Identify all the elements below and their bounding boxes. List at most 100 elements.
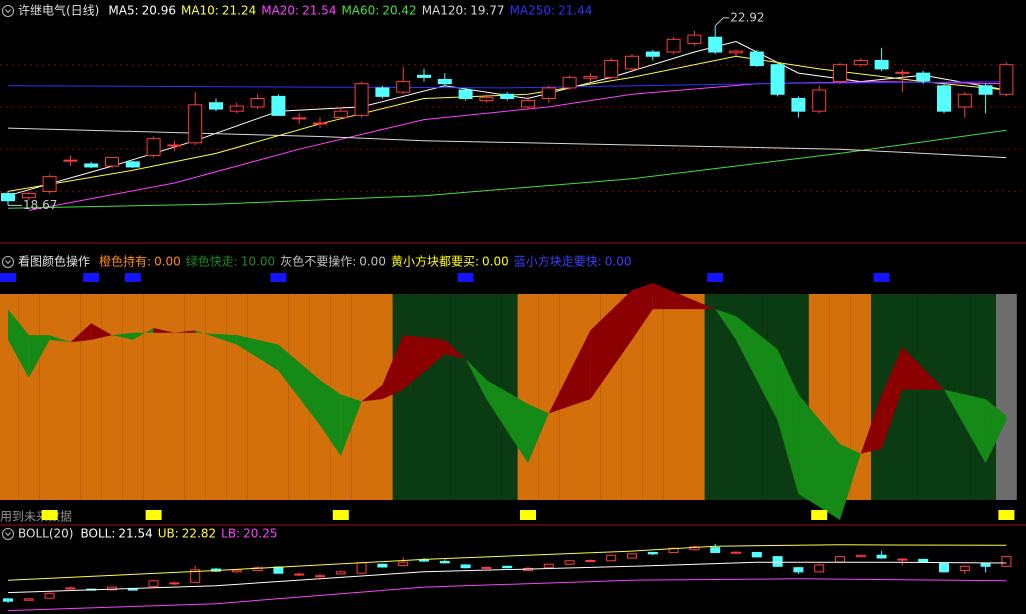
state-block [39,294,60,500]
candle-body [271,95,286,116]
footnote: 用到未来数据 [0,509,72,524]
yellow-square [332,510,349,520]
state-block [642,294,664,500]
legend-label: MA20: [261,4,299,18]
ribbon-segment [91,323,112,340]
state-block [247,294,268,500]
candle-body [333,110,348,119]
candle-body [250,97,265,108]
legend-label: LB: [221,527,240,541]
ribbon-segment [278,344,320,426]
candle-body [835,556,845,563]
legend-value: 20.42 [382,4,416,18]
candle-body [939,563,949,573]
state-block [184,294,206,500]
state-block [143,294,164,500]
ribbon-segment [736,316,778,421]
candle-body [356,562,367,574]
candle-body [190,569,201,583]
legend-label: MA60: [341,4,379,18]
candle-body [167,144,182,147]
candle-body [812,89,827,112]
blue-square [873,273,890,282]
candle-body [980,563,991,567]
candle-body [398,561,409,567]
ribbon-segment [715,309,736,340]
blue-square [707,273,724,282]
ribbon-segment [798,394,840,520]
legend-value: 19.77 [470,4,504,18]
ribbon-segment [985,399,1007,464]
candle-body [604,59,619,78]
candle-body [1,193,15,202]
candle-body [833,64,847,83]
state-block [912,294,934,500]
ribbon-segment [840,444,861,520]
candle-body [273,566,284,574]
candle-body [999,64,1014,95]
candle-body [541,87,556,99]
candle-body [521,100,535,108]
ribbon-segment [528,403,549,464]
yellow-square [41,510,58,520]
state-block [205,294,227,500]
candle-body [439,560,450,564]
state-block [351,294,372,500]
candle-body [229,105,244,112]
state-block [268,294,289,500]
ribbon-segment [195,330,237,345]
ribbon-segment [632,283,653,340]
ribbon-segment [652,283,716,310]
blue-square [457,273,474,282]
collapse-button[interactable] [2,5,14,17]
state-block [122,294,144,500]
blue-square [124,273,141,282]
blue-square [83,273,100,282]
legend-label: UB: [158,527,179,541]
candle-body [460,564,471,569]
candle-body [315,575,325,578]
candle-body [437,78,452,85]
candle-body [853,59,868,66]
candle-body [876,554,887,559]
state-block [164,294,185,500]
candle-body [375,87,390,97]
candle-body [21,193,36,199]
candle-body [105,157,119,167]
ribbon-segment [590,290,632,400]
candle-body [3,598,13,602]
ribbon-segment [444,339,466,359]
ribbon-segment [403,335,445,390]
state-block [746,294,768,500]
legend-value: 21.44 [558,4,592,18]
candle-body [481,566,492,569]
legend-label: MA10: [181,4,219,18]
yellow-square [145,510,162,520]
state-block [538,294,560,500]
collapse-button[interactable] [2,528,14,540]
collapse-button[interactable] [2,256,14,268]
candle-body [814,564,825,573]
ribbon-segment [860,394,882,454]
candle-body [42,176,57,192]
panel-title: 许继电气(日线) [18,3,99,18]
state-block [975,294,996,500]
candle-body [897,558,908,561]
candle-body [585,559,596,562]
ribbon-segment [320,380,341,457]
candle-body [419,559,429,562]
candle-body [169,582,180,585]
legend-label: 黄小方块都要买: [391,254,479,269]
candle-body [729,50,743,54]
candle-body [354,83,369,116]
candle-body [148,580,159,587]
candle-body [65,587,76,590]
legend-label: 灰色不要操作: [280,254,356,269]
candle-body [1001,556,1012,567]
candle-body [978,85,993,95]
candle-body [292,117,307,120]
ribbon-segment [902,346,944,390]
ribbon-segment [881,346,903,449]
candle-body [562,76,577,89]
candle-body [749,51,764,67]
